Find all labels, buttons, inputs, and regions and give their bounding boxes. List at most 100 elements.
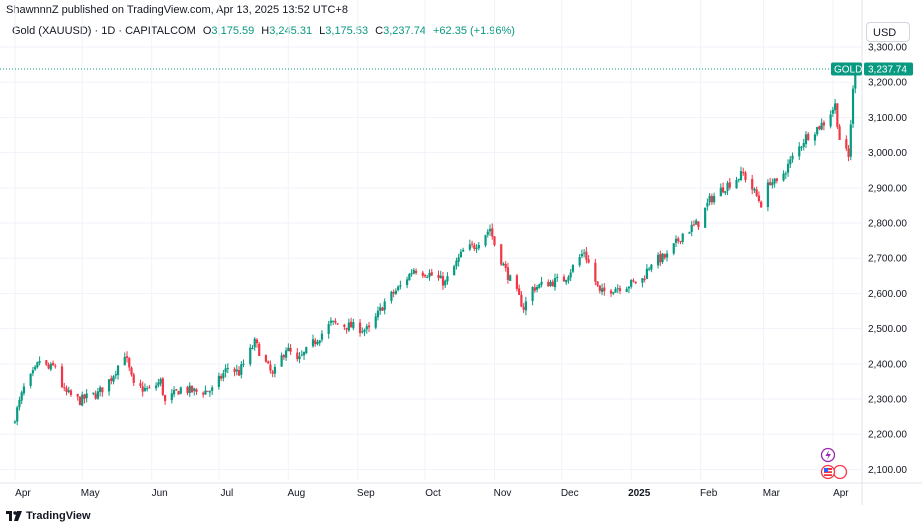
candle-body bbox=[726, 182, 729, 191]
candle-body bbox=[220, 376, 223, 379]
lightning-icon[interactable] bbox=[820, 447, 836, 463]
candle bbox=[484, 234, 487, 248]
candle-body bbox=[224, 368, 227, 373]
candle bbox=[132, 372, 135, 386]
candle-body bbox=[363, 329, 366, 332]
candle bbox=[327, 320, 330, 339]
candle-body bbox=[630, 279, 633, 287]
candle bbox=[665, 250, 669, 262]
candle bbox=[663, 253, 666, 260]
candle-body bbox=[493, 236, 496, 246]
high-value: 3,245.31 bbox=[269, 25, 313, 37]
price-tick: 2,900.00 bbox=[868, 183, 907, 194]
candle bbox=[146, 385, 149, 392]
candle bbox=[569, 268, 572, 282]
candle bbox=[625, 286, 628, 293]
candle bbox=[728, 177, 731, 190]
candle-body bbox=[96, 391, 99, 399]
candle-body bbox=[618, 288, 622, 292]
candle bbox=[379, 303, 382, 315]
candle bbox=[444, 279, 447, 289]
candle bbox=[188, 382, 191, 397]
candle bbox=[186, 385, 189, 396]
candle bbox=[477, 241, 480, 251]
currency-button[interactable]: USD bbox=[866, 22, 910, 42]
candle-body bbox=[643, 278, 646, 280]
candle-body bbox=[112, 376, 115, 382]
candle-body bbox=[271, 371, 274, 374]
candle-body bbox=[318, 340, 321, 343]
candle-body bbox=[65, 387, 68, 392]
candle-body bbox=[571, 265, 575, 272]
candle bbox=[251, 345, 254, 350]
candle bbox=[242, 359, 245, 368]
candle-body bbox=[94, 393, 97, 399]
candle bbox=[412, 267, 415, 275]
candle bbox=[457, 253, 460, 267]
candle-body bbox=[822, 122, 826, 126]
candle-body bbox=[834, 103, 837, 111]
price-tick: 2,400.00 bbox=[868, 359, 907, 370]
candle-body bbox=[186, 387, 189, 393]
candle bbox=[237, 366, 241, 377]
candle-body bbox=[681, 233, 684, 242]
time-tick: Aug bbox=[287, 488, 305, 499]
candle bbox=[659, 250, 662, 266]
candle-body bbox=[327, 323, 330, 334]
candle bbox=[538, 283, 541, 289]
candle bbox=[316, 339, 319, 346]
candle bbox=[125, 351, 129, 363]
symbol-name[interactable]: Gold (XAUUSD) · 1D · CAPITALCOM bbox=[12, 25, 196, 37]
price-tick: 2,500.00 bbox=[868, 324, 907, 335]
candle bbox=[141, 381, 144, 397]
us-flag-icon[interactable] bbox=[820, 464, 848, 480]
candle bbox=[101, 387, 104, 397]
candle-body bbox=[459, 251, 462, 257]
candle bbox=[29, 373, 32, 389]
candle-body bbox=[719, 187, 722, 197]
candle-body bbox=[553, 278, 557, 288]
candle bbox=[92, 392, 95, 396]
price-tick: 2,600.00 bbox=[868, 289, 907, 300]
candle bbox=[551, 279, 554, 287]
candle bbox=[520, 291, 523, 308]
candle-body bbox=[540, 281, 543, 285]
candle-body bbox=[217, 375, 220, 387]
candle bbox=[600, 283, 604, 296]
candle bbox=[47, 362, 50, 370]
candle-body bbox=[332, 320, 335, 322]
candle bbox=[289, 344, 292, 356]
candle bbox=[63, 382, 66, 392]
candle bbox=[204, 385, 207, 395]
candle bbox=[399, 280, 402, 290]
candle-body bbox=[504, 264, 507, 268]
candle bbox=[755, 186, 758, 198]
time-tick: Sep bbox=[357, 488, 375, 499]
candle bbox=[20, 390, 23, 405]
candle-body bbox=[179, 387, 182, 394]
candle bbox=[713, 192, 716, 205]
candle bbox=[751, 174, 754, 195]
candle bbox=[287, 343, 290, 352]
candle bbox=[578, 254, 581, 268]
candle-body bbox=[237, 370, 241, 376]
candle bbox=[672, 243, 675, 256]
candle-body bbox=[616, 288, 619, 290]
candle bbox=[36, 361, 39, 369]
candle-body bbox=[202, 392, 205, 395]
candle-body bbox=[206, 390, 209, 392]
candle bbox=[836, 103, 839, 130]
candle-body bbox=[641, 278, 644, 283]
candle bbox=[421, 270, 424, 279]
candle-body bbox=[34, 366, 37, 370]
candle-body bbox=[742, 172, 745, 174]
price-tag-value: 3,237.74 bbox=[868, 64, 907, 75]
candle bbox=[314, 337, 317, 347]
candle bbox=[627, 285, 631, 294]
candle bbox=[280, 352, 283, 367]
candle-body bbox=[665, 253, 669, 258]
candle bbox=[509, 274, 512, 282]
candle bbox=[522, 303, 525, 313]
candle bbox=[365, 323, 368, 334]
